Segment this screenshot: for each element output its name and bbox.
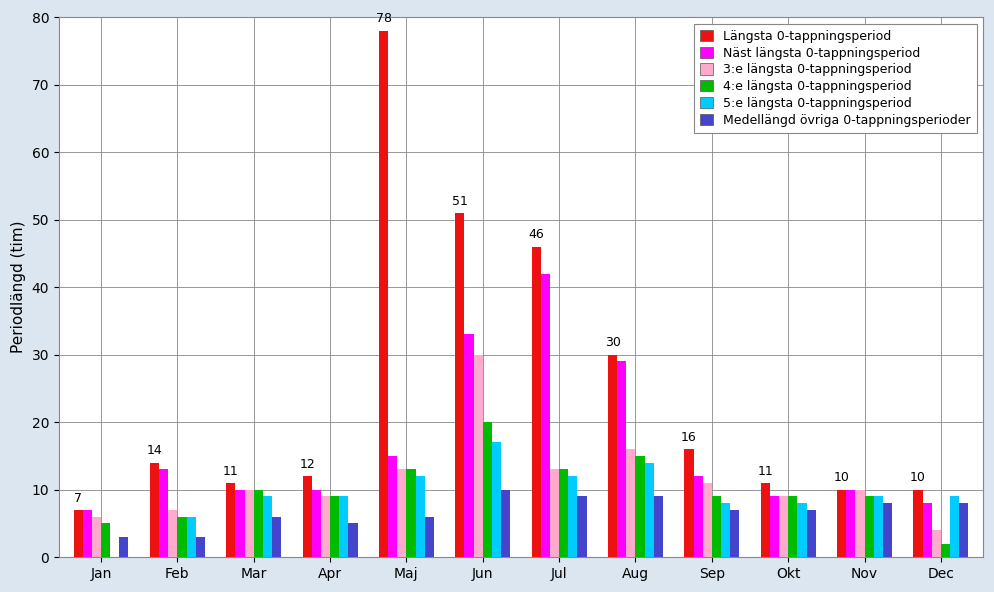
Bar	[856, 490, 865, 557]
Bar	[262, 497, 272, 557]
Bar	[492, 442, 501, 557]
Bar	[91, 517, 101, 557]
Text: 10: 10	[834, 471, 850, 484]
Bar	[159, 469, 168, 557]
Text: 14: 14	[146, 444, 162, 457]
Bar	[560, 469, 569, 557]
Bar	[119, 537, 128, 557]
Text: 11: 11	[757, 465, 773, 478]
Bar	[694, 476, 703, 557]
Bar	[608, 355, 617, 557]
Bar	[950, 497, 959, 557]
Bar	[74, 510, 83, 557]
Bar	[227, 483, 236, 557]
Bar	[312, 490, 321, 557]
Bar	[272, 517, 281, 557]
Bar	[455, 213, 464, 557]
Bar	[770, 497, 779, 557]
Bar	[236, 490, 245, 557]
Bar	[483, 422, 492, 557]
Bar	[398, 469, 407, 557]
Text: 46: 46	[529, 229, 544, 242]
Bar	[348, 523, 358, 557]
Text: 7: 7	[75, 491, 83, 504]
Bar	[779, 497, 788, 557]
Bar	[865, 497, 874, 557]
Bar	[760, 483, 770, 557]
Bar	[797, 503, 806, 557]
Bar	[101, 523, 110, 557]
Bar	[253, 490, 262, 557]
Text: 10: 10	[911, 471, 926, 484]
Bar	[321, 497, 330, 557]
Bar	[532, 247, 541, 557]
Bar	[846, 490, 856, 557]
Bar	[569, 476, 578, 557]
Bar	[424, 517, 434, 557]
Bar	[874, 497, 883, 557]
Bar	[177, 517, 187, 557]
Bar	[464, 334, 473, 557]
Bar	[150, 463, 159, 557]
Text: 78: 78	[376, 12, 392, 25]
Bar	[501, 490, 510, 557]
Bar	[645, 463, 654, 557]
Bar	[959, 503, 968, 557]
Bar	[931, 530, 941, 557]
Bar	[941, 543, 950, 557]
Y-axis label: Periodlängd (tim): Periodlängd (tim)	[11, 221, 26, 353]
Text: 51: 51	[452, 195, 468, 208]
Legend: Längsta 0-tappningsperiod, Näst längsta 0-tappningsperiod, 3:e längsta 0-tappnin: Längsta 0-tappningsperiod, Näst längsta …	[694, 24, 977, 133]
Bar	[837, 490, 846, 557]
Text: 12: 12	[299, 458, 315, 471]
Bar	[626, 449, 635, 557]
Text: 11: 11	[223, 465, 239, 478]
Bar	[635, 456, 645, 557]
Bar	[617, 362, 626, 557]
Bar	[187, 517, 196, 557]
Bar	[806, 510, 816, 557]
Bar	[407, 469, 415, 557]
Bar	[550, 469, 560, 557]
Bar	[703, 483, 712, 557]
Bar	[654, 497, 663, 557]
Text: 16: 16	[681, 431, 697, 444]
Bar	[302, 476, 312, 557]
Bar	[788, 497, 797, 557]
Bar	[379, 31, 388, 557]
Bar	[330, 497, 339, 557]
Bar	[731, 510, 740, 557]
Bar	[245, 490, 253, 557]
Bar	[388, 456, 398, 557]
Bar	[712, 497, 721, 557]
Bar	[415, 476, 424, 557]
Bar	[913, 490, 922, 557]
Bar	[578, 497, 586, 557]
Bar	[473, 355, 483, 557]
Bar	[721, 503, 731, 557]
Bar	[883, 503, 892, 557]
Bar	[196, 537, 205, 557]
Text: 30: 30	[604, 336, 620, 349]
Bar	[168, 510, 177, 557]
Bar	[541, 274, 550, 557]
Bar	[684, 449, 694, 557]
Bar	[83, 510, 91, 557]
Bar	[922, 503, 931, 557]
Bar	[339, 497, 348, 557]
